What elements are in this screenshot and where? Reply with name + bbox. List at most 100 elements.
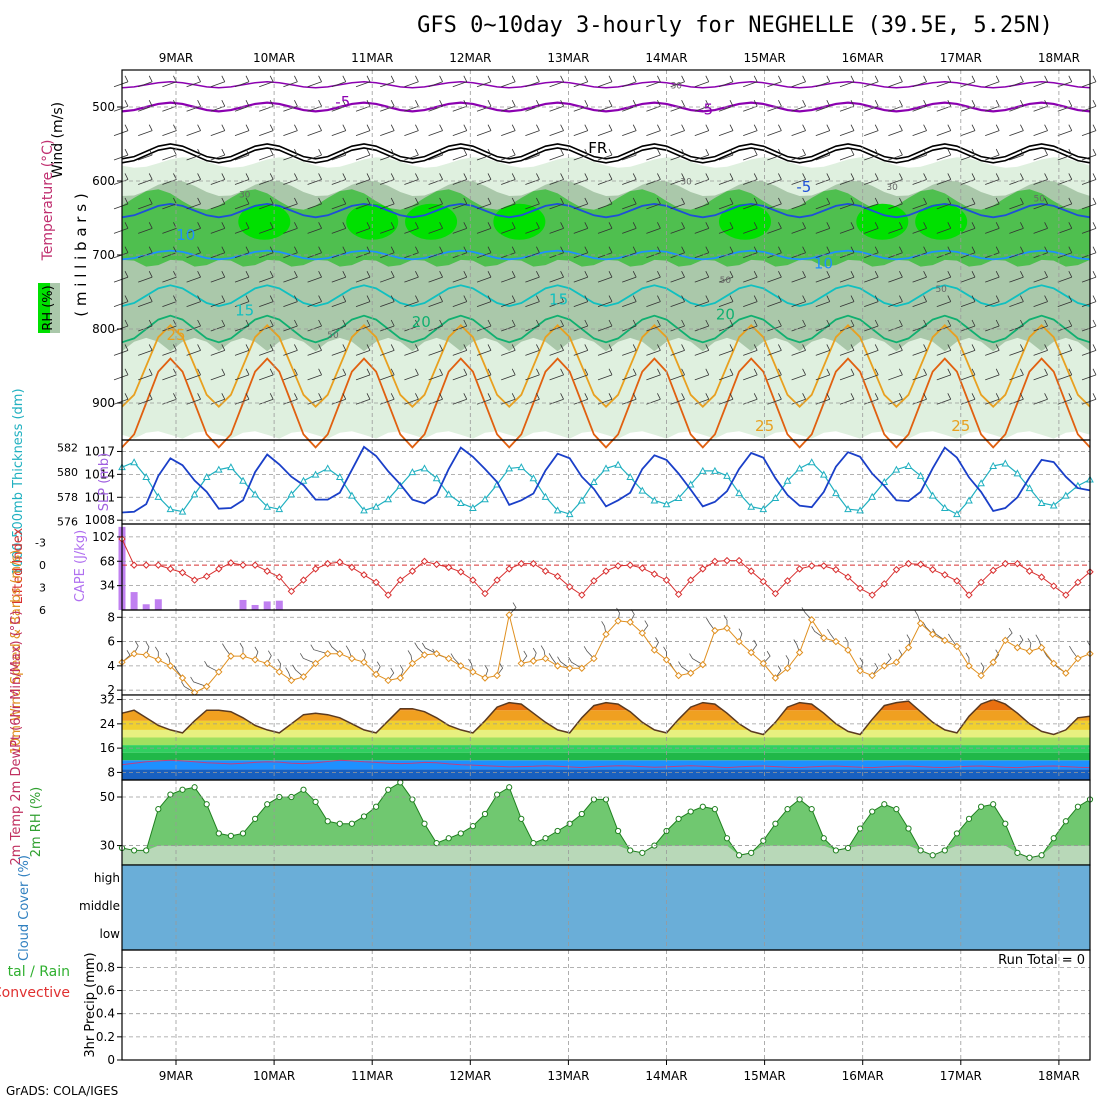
upper-wind-barb xyxy=(864,75,879,88)
upper-wind-barb xyxy=(307,344,322,356)
upper-wind-barb xyxy=(646,344,661,356)
upper-wind-barb xyxy=(718,393,734,405)
thickness-line-point xyxy=(977,479,985,487)
upper-wind-barb xyxy=(428,148,443,161)
wind-speed-line-point xyxy=(602,630,610,638)
upper-wind-barb xyxy=(718,100,734,112)
upper-wind-barb xyxy=(549,75,564,88)
li-line-point xyxy=(565,583,574,591)
upper-wind-barb xyxy=(912,295,927,307)
upper-wind-barb xyxy=(113,368,129,381)
upper-wind-barb xyxy=(162,393,177,405)
wind-barb xyxy=(520,650,528,664)
upper-wind-barb xyxy=(355,368,371,381)
wind-speed-line-point xyxy=(372,670,380,679)
upper-wind-barb xyxy=(1057,295,1073,307)
upper-wind-barb xyxy=(912,197,927,210)
upper-wind-barb xyxy=(622,295,637,307)
li-line-point xyxy=(457,568,465,576)
li-line-point xyxy=(989,566,997,575)
upper-wind-barb xyxy=(380,124,395,137)
rh2m-line-point xyxy=(869,808,876,815)
upper-wind-barb xyxy=(1057,270,1073,283)
upper-wind-barb xyxy=(380,197,395,210)
upper-wind-barb xyxy=(839,344,855,356)
rh2m-line-point xyxy=(990,801,997,808)
wind-speed-line-point xyxy=(396,674,405,682)
thickness-line-point xyxy=(444,490,453,498)
upper-wind-barb xyxy=(791,197,806,210)
upper-wind-barb xyxy=(694,319,710,332)
upper-wind-barb xyxy=(791,222,806,234)
thickness-line-point xyxy=(481,495,489,503)
upper-wind-barb xyxy=(573,270,589,283)
upper-wind-barb xyxy=(113,295,129,307)
upper-air-panel: 500 600 700 800 900 -5 -5 FR -5 10 10 15 15 20 20 25 25 2… xyxy=(38,69,1097,449)
thickness-line-point xyxy=(541,492,550,500)
wind-speed-line-point xyxy=(299,673,308,681)
li-line-point xyxy=(1025,567,1034,575)
upper-wind-barb xyxy=(259,368,274,381)
precip-rain-legend: tal / Rain xyxy=(8,964,70,980)
upper-wind-barb xyxy=(476,319,492,332)
upper-wind-barb xyxy=(404,75,419,88)
upper-wind-barb xyxy=(839,393,855,405)
upper-wind-barb xyxy=(283,319,298,332)
precip-axis-label: 0.8 xyxy=(96,960,115,974)
rh2m-line-point xyxy=(784,806,791,813)
upper-wind-barb xyxy=(428,344,443,356)
thickness-line-point xyxy=(565,510,574,518)
upper-wind-barb xyxy=(259,75,274,88)
wind-speed-line-point xyxy=(928,630,937,638)
cape-bar xyxy=(251,604,259,610)
upper-wind-barb xyxy=(767,100,782,112)
upper-wind-barb xyxy=(864,270,879,283)
upper-wind-barb xyxy=(355,75,371,88)
upper-wind-barb xyxy=(210,197,226,210)
li-line-point xyxy=(686,576,695,584)
upper-wind-barb xyxy=(912,100,927,112)
upper-wind-barb xyxy=(694,270,710,283)
rh2m-line-point xyxy=(264,801,271,808)
temp-band xyxy=(122,760,1090,770)
upper-wind-barb xyxy=(622,124,637,137)
slp-thickness-panel: 1008 1011 1014 1017 576 578 580 582 1000-500mb T… xyxy=(11,388,1094,576)
upper-wind-barb xyxy=(985,197,1000,210)
upper-wind-barb xyxy=(573,222,589,234)
wind-barb xyxy=(763,650,771,664)
upper-wind-barb xyxy=(331,75,347,88)
temp-band xyxy=(122,729,1090,738)
wind-speed-line-point xyxy=(723,624,731,632)
upper-wind-barb xyxy=(138,148,153,161)
thickness-line-point xyxy=(674,494,683,502)
upper-wind-barb xyxy=(718,295,734,307)
upper-wind-barb xyxy=(186,344,201,356)
upper-wind-barb xyxy=(1081,368,1097,381)
upper-wind-barb xyxy=(1057,173,1073,185)
thickness-line-point xyxy=(275,505,284,513)
upper-wind-barb xyxy=(670,124,685,137)
rh2m-line-point xyxy=(457,830,464,837)
upper-wind-barb xyxy=(912,173,927,185)
wind-axis-label: 8 xyxy=(107,610,115,624)
precip-convective-legend: Convective xyxy=(0,985,70,1001)
upper-wind-barb xyxy=(936,295,952,307)
li-line-point xyxy=(348,563,356,572)
upper-wind-barb xyxy=(597,393,613,405)
thickness-line-point xyxy=(287,490,296,498)
rh2m-line-point xyxy=(929,852,936,859)
upper-wind-barb xyxy=(234,148,250,161)
wind-barb xyxy=(654,637,659,651)
upper-wind-barb xyxy=(718,344,734,356)
upper-wind-barb xyxy=(186,270,201,283)
rh-axis-title: RH (%) xyxy=(41,285,56,330)
upper-wind-barb xyxy=(936,124,952,137)
upper-wind-barb xyxy=(355,148,371,161)
wind-speed-line-point xyxy=(287,676,296,685)
wind-speed-line-point xyxy=(348,654,356,663)
upper-wind-barb xyxy=(597,222,613,234)
isotherm-label: 25 xyxy=(166,326,185,344)
upper-wind-barb xyxy=(307,173,322,185)
upper-wind-barb xyxy=(307,197,322,210)
wind-barb xyxy=(811,626,825,639)
